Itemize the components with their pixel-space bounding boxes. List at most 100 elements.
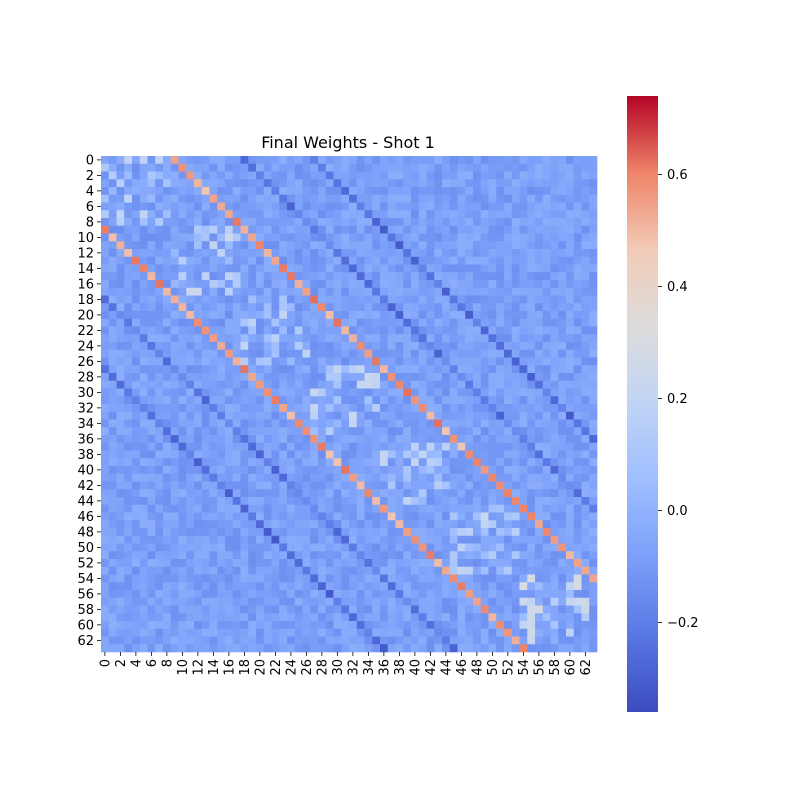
- heatmap-cell: [240, 241, 249, 250]
- heatmap-cell: [581, 535, 590, 544]
- heatmap-cell: [294, 512, 303, 521]
- heatmap-cell: [426, 605, 435, 614]
- heatmap-cell: [101, 427, 110, 436]
- heatmap-cell: [480, 218, 489, 227]
- heatmap-cell: [302, 636, 311, 645]
- heatmap-cell: [356, 202, 365, 211]
- heatmap-cell: [178, 272, 187, 281]
- heatmap-cell: [558, 388, 567, 397]
- heatmap-cell: [310, 187, 319, 196]
- heatmap-cell: [209, 427, 218, 436]
- heatmap-cell: [573, 272, 582, 281]
- y-tick-label: 26: [77, 355, 94, 370]
- heatmap-cell: [403, 349, 412, 358]
- heatmap-cell: [465, 272, 474, 281]
- heatmap-cell: [519, 194, 528, 203]
- heatmap-cell: [581, 512, 590, 521]
- heatmap-cell: [248, 256, 257, 265]
- heatmap-cell: [519, 628, 528, 637]
- heatmap-cell: [380, 287, 389, 296]
- heatmap-cell: [542, 303, 551, 312]
- heatmap-cell: [411, 388, 420, 397]
- heatmap-cell: [480, 334, 489, 343]
- heatmap-cell: [496, 380, 505, 389]
- heatmap-cell: [240, 427, 249, 436]
- heatmap-cell: [395, 419, 404, 428]
- heatmap-cell: [364, 187, 373, 196]
- heatmap-cell: [535, 326, 544, 335]
- heatmap-cell: [209, 388, 218, 397]
- heatmap-cell: [248, 566, 257, 575]
- heatmap-cell: [457, 535, 466, 544]
- heatmap-cell: [465, 621, 474, 630]
- heatmap-cell: [380, 311, 389, 320]
- heatmap-cell: [465, 210, 474, 219]
- heatmap-cell: [504, 473, 513, 482]
- heatmap-cell: [139, 559, 148, 568]
- heatmap-cell: [287, 566, 296, 575]
- heatmap-cell: [333, 551, 342, 560]
- heatmap-cell: [550, 473, 559, 482]
- heatmap-cell: [403, 559, 412, 568]
- heatmap-cell: [163, 303, 172, 312]
- heatmap-cell: [411, 504, 420, 513]
- heatmap-cell: [341, 163, 350, 172]
- heatmap-cell: [163, 644, 172, 653]
- heatmap-cell: [256, 349, 265, 358]
- heatmap-cell: [116, 590, 125, 599]
- heatmap-cell: [496, 272, 505, 281]
- heatmap-cell: [341, 404, 350, 413]
- heatmap-cell: [581, 171, 590, 180]
- heatmap-cell: [380, 613, 389, 622]
- heatmap-cell: [426, 481, 435, 490]
- heatmap-cell: [124, 458, 133, 467]
- heatmap-cell: [271, 419, 280, 428]
- heatmap-cell: [279, 450, 288, 459]
- heatmap-cell: [364, 210, 373, 219]
- heatmap-cell: [418, 202, 427, 211]
- heatmap-cell: [318, 365, 327, 374]
- heatmap-cell: [519, 342, 528, 351]
- heatmap-cell: [519, 473, 528, 482]
- heatmap-cell: [325, 450, 334, 459]
- heatmap-cell: [101, 621, 110, 630]
- heatmap-cell: [465, 256, 474, 265]
- heatmap-cell: [535, 388, 544, 397]
- heatmap-cell: [589, 512, 598, 521]
- heatmap-cell: [201, 566, 210, 575]
- heatmap-cell: [294, 628, 303, 637]
- heatmap-cell: [519, 535, 528, 544]
- heatmap-cell: [364, 365, 373, 374]
- heatmap-cell: [310, 636, 319, 645]
- heatmap-cell: [240, 272, 249, 281]
- heatmap-cell: [581, 582, 590, 591]
- heatmap-cell: [333, 636, 342, 645]
- heatmap-cell: [225, 287, 234, 296]
- heatmap-cell: [170, 210, 179, 219]
- heatmap-cell: [449, 303, 458, 312]
- heatmap-cell: [147, 326, 156, 335]
- heatmap-cell: [395, 582, 404, 591]
- heatmap-cell: [349, 597, 358, 606]
- heatmap-cell: [155, 171, 164, 180]
- heatmap-cell: [465, 233, 474, 242]
- heatmap-cell: [434, 559, 443, 568]
- heatmap-cell: [403, 574, 412, 583]
- heatmap-cell: [325, 349, 334, 358]
- heatmap-cell: [287, 349, 296, 358]
- heatmap-cell: [511, 233, 520, 242]
- heatmap-cell: [496, 287, 505, 296]
- heatmap-cell: [341, 156, 350, 165]
- heatmap-cell: [511, 543, 520, 552]
- heatmap-cell: [504, 179, 513, 188]
- heatmap-cell: [279, 597, 288, 606]
- heatmap-cell: [217, 342, 226, 351]
- heatmap-cell: [201, 218, 210, 227]
- heatmap-cell: [488, 566, 497, 575]
- heatmap-cell: [411, 179, 420, 188]
- heatmap-cell: [178, 264, 187, 273]
- heatmap-cell: [465, 636, 474, 645]
- heatmap-cell: [302, 388, 311, 397]
- heatmap-cell: [395, 163, 404, 172]
- heatmap-cell: [232, 163, 241, 172]
